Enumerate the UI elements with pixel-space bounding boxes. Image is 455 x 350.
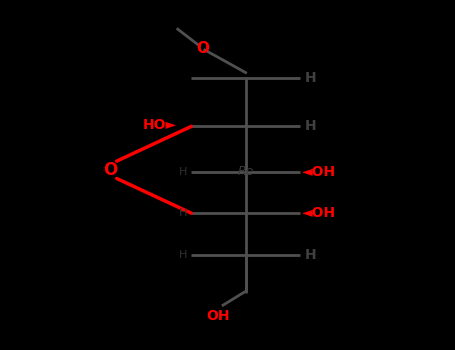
Text: OH: OH	[207, 309, 230, 323]
Text: ◄OH: ◄OH	[302, 164, 336, 178]
Text: H: H	[178, 250, 187, 260]
Text: H: H	[304, 248, 316, 262]
Text: Re: Re	[238, 165, 254, 178]
Text: H: H	[178, 208, 187, 218]
Text: O: O	[103, 161, 117, 179]
Text: H: H	[304, 71, 316, 85]
Text: H: H	[304, 119, 316, 133]
Text: ◄OH: ◄OH	[302, 206, 336, 220]
Text: O: O	[196, 41, 209, 56]
Text: HO►: HO►	[142, 118, 177, 132]
Text: H: H	[178, 167, 187, 176]
